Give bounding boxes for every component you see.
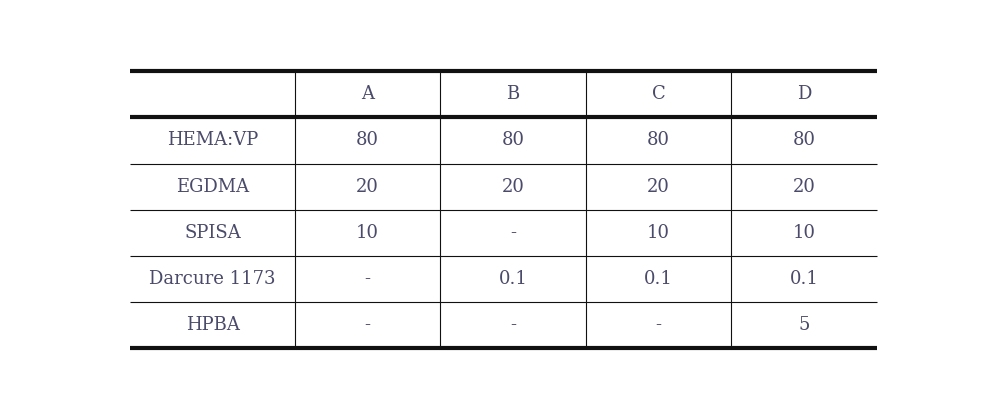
Text: 80: 80	[792, 131, 816, 149]
Text: Darcure 1173: Darcure 1173	[149, 270, 276, 288]
Text: 80: 80	[356, 131, 379, 149]
Text: 0.1: 0.1	[644, 270, 673, 288]
Text: -: -	[365, 316, 371, 334]
Text: EGDMA: EGDMA	[176, 178, 249, 196]
Text: 10: 10	[356, 224, 379, 242]
Text: D: D	[797, 85, 812, 103]
Text: 10: 10	[647, 224, 670, 242]
Text: -: -	[510, 316, 516, 334]
Text: B: B	[506, 85, 520, 103]
Text: -: -	[510, 224, 516, 242]
Text: 20: 20	[356, 178, 379, 196]
Text: HEMA:VP: HEMA:VP	[167, 131, 259, 149]
Text: HPBA: HPBA	[186, 316, 240, 334]
Text: C: C	[652, 85, 665, 103]
Text: 5: 5	[798, 316, 810, 334]
Text: -: -	[656, 316, 662, 334]
Text: A: A	[361, 85, 375, 103]
Text: 0.1: 0.1	[498, 270, 528, 288]
Text: 20: 20	[647, 178, 670, 196]
Text: 80: 80	[501, 131, 525, 149]
Text: 10: 10	[792, 224, 816, 242]
Text: 0.1: 0.1	[790, 270, 819, 288]
Text: 20: 20	[501, 178, 525, 196]
Text: -: -	[365, 270, 371, 288]
Text: SPISA: SPISA	[184, 224, 241, 242]
Text: 20: 20	[793, 178, 816, 196]
Text: 80: 80	[647, 131, 670, 149]
